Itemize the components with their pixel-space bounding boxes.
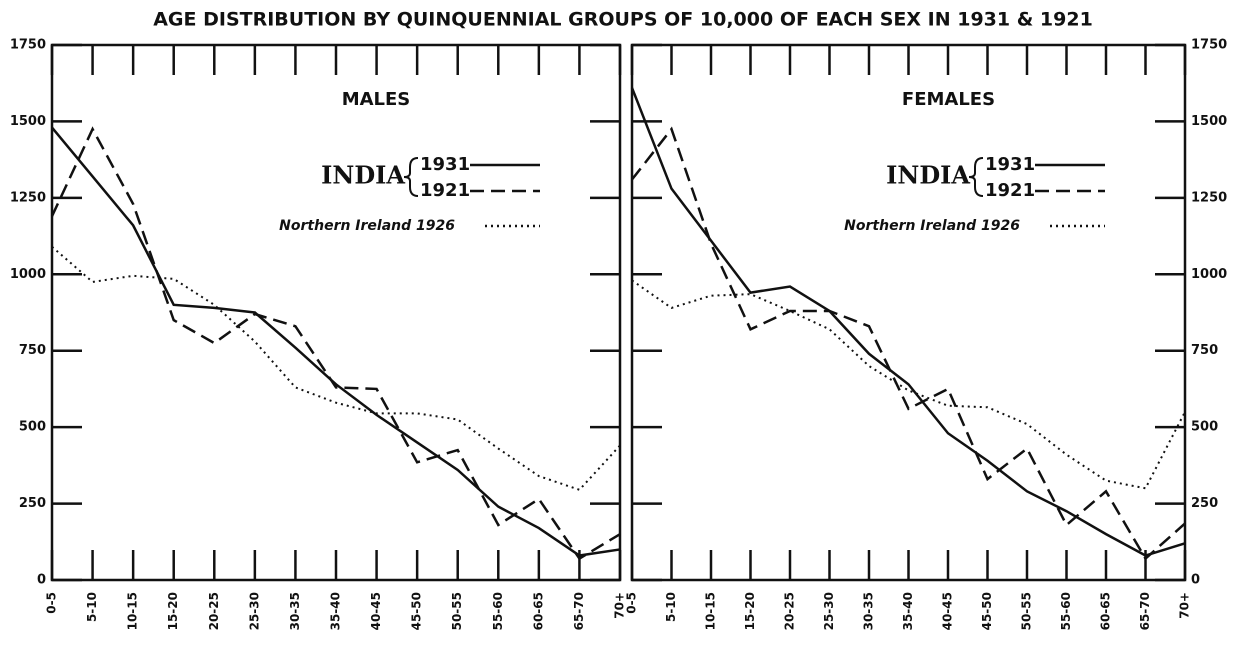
- series-line: [631, 279, 1186, 490]
- series-line: [631, 126, 1186, 561]
- x-tick-label: 40-45: [369, 592, 383, 630]
- y-tick-label: 1000: [1191, 267, 1227, 282]
- y-tick-label: 0: [37, 573, 46, 588]
- y-tick-label: 1000: [10, 267, 46, 282]
- series-line: [630, 87, 1186, 557]
- x-tick-label: 40-45: [941, 592, 955, 630]
- x-tick-label: 0-5: [45, 592, 59, 614]
- series-line: [51, 126, 621, 557]
- x-tick-label: 15-20: [166, 592, 180, 630]
- plot-frame: [630, 43, 1187, 582]
- panel-subtitle: MALES: [342, 89, 411, 110]
- x-tick-label: 20-25: [207, 592, 221, 630]
- x-tick-label: 30-35: [862, 592, 876, 630]
- legend-brace: [403, 157, 419, 197]
- panel-subtitle: FEMALES: [902, 89, 995, 110]
- y-tick-label: 1250: [10, 190, 46, 205]
- x-tick-label: 70+: [613, 592, 627, 619]
- legend-label: Northern Ireland 1926: [279, 218, 455, 234]
- x-tick-label: 65-70: [572, 592, 586, 630]
- x-tick-label: 30-35: [288, 592, 302, 630]
- plot-frame: [50, 43, 622, 582]
- y-tick-label: 1250: [1191, 190, 1227, 205]
- y-tick-label: 1750: [10, 38, 46, 53]
- y-tick-label: 1500: [1191, 114, 1227, 129]
- legend-label: 1931: [420, 154, 470, 175]
- figure-title: AGE DISTRIBUTION BY QUINQUENNIAL GROUPS …: [153, 9, 1093, 31]
- x-tick-label: 45-50: [410, 592, 424, 630]
- y-tick-label: 1500: [10, 114, 46, 129]
- x-tick-label: 5-10: [85, 592, 99, 622]
- x-tick-label: 20-25: [783, 592, 797, 630]
- y-tick-label: 500: [1191, 420, 1218, 435]
- y-tick-label: 750: [19, 343, 46, 358]
- x-tick-label: 65-70: [1138, 592, 1152, 630]
- y-tick-label: 0: [1191, 573, 1200, 588]
- y-tick-label: 750: [1191, 343, 1218, 358]
- x-tick-label: 35-40: [901, 592, 915, 630]
- x-tick-label: 35-40: [329, 592, 343, 630]
- x-tick-label: 45-50: [980, 592, 994, 630]
- x-tick-label: 0-5: [625, 592, 639, 614]
- x-tick-label: 10-15: [704, 592, 718, 630]
- x-tick-label: 60-65: [1099, 592, 1113, 630]
- x-tick-label: 55-60: [1059, 592, 1073, 630]
- legend-label: 1921: [985, 180, 1035, 201]
- x-tick-label: 10-15: [126, 592, 140, 630]
- legend-label: 1921: [420, 180, 470, 201]
- x-tick-label: 5-10: [664, 592, 678, 622]
- x-tick-label: 50-55: [450, 592, 464, 630]
- y-tick-label: 1750: [1191, 38, 1227, 53]
- series-line: [50, 126, 621, 561]
- x-tick-label: 25-30: [822, 592, 836, 630]
- y-tick-label: 500: [19, 420, 46, 435]
- legend-brace: [968, 157, 984, 197]
- y-tick-label: 250: [19, 496, 46, 511]
- series-line: [51, 246, 621, 491]
- x-tick-label: 15-20: [743, 592, 757, 630]
- x-tick-label: 50-55: [1020, 592, 1034, 630]
- x-tick-label: 60-65: [531, 592, 545, 630]
- x-tick-label: 55-60: [491, 592, 505, 630]
- legend-label: Northern Ireland 1926: [844, 218, 1020, 234]
- y-tick-label: 250: [1191, 496, 1218, 511]
- x-tick-label: 70+: [1178, 592, 1192, 619]
- legend-title: INDIA: [321, 161, 405, 190]
- legend-title: INDIA: [886, 161, 970, 190]
- x-tick-label: 25-30: [247, 592, 261, 630]
- legend-label: 1931: [985, 154, 1035, 175]
